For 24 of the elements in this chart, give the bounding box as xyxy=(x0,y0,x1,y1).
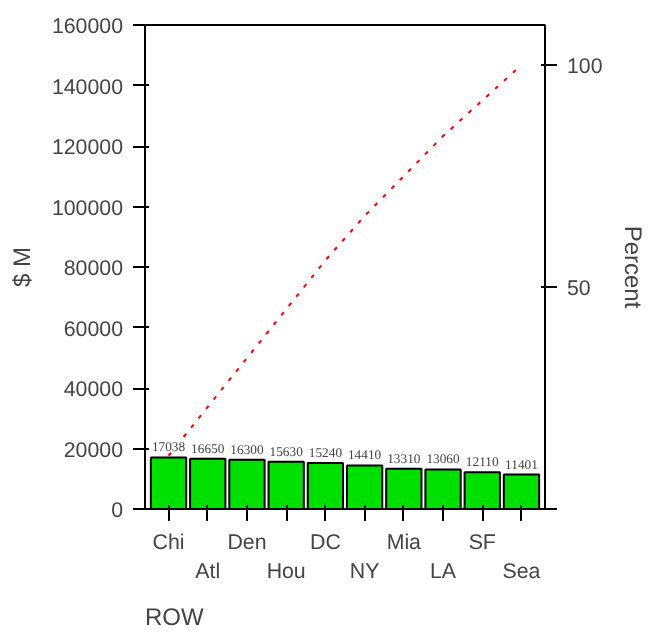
y-tick-label: 120000 xyxy=(51,136,124,160)
y-tick-label: 80000 xyxy=(63,257,124,281)
x-axis-title: ROW xyxy=(145,603,205,631)
y-tick-label: 40000 xyxy=(63,378,124,402)
x-tick-label: Atl xyxy=(195,559,221,584)
x-tick-label: SF xyxy=(468,531,497,555)
x-tick-label: DC xyxy=(310,531,342,555)
y-tick-label: 160000 xyxy=(51,15,124,39)
x-tick-label: Den xyxy=(227,531,267,555)
x-tick-label: Chi xyxy=(152,531,185,555)
x-tick-label: Mia xyxy=(386,531,422,555)
x-tick-label: Hou xyxy=(266,559,306,584)
y-tick-label: 140000 xyxy=(51,75,124,100)
y-tick-label: 0 xyxy=(111,499,124,523)
y-tick-label: 20000 xyxy=(63,438,124,463)
x-tick-label: Sea xyxy=(502,559,541,584)
y-axis-title: $ M xyxy=(7,246,36,287)
x-tick-label: NY xyxy=(349,559,380,584)
y2-tick-label: 50 xyxy=(567,276,591,301)
y2-axis-title: Percent xyxy=(618,225,647,310)
y2-tick-label: 100 xyxy=(567,54,603,79)
y-tick-label: 100000 xyxy=(51,196,124,221)
y-tick-label: 60000 xyxy=(63,317,124,342)
x-tick-label: LA xyxy=(430,559,458,584)
